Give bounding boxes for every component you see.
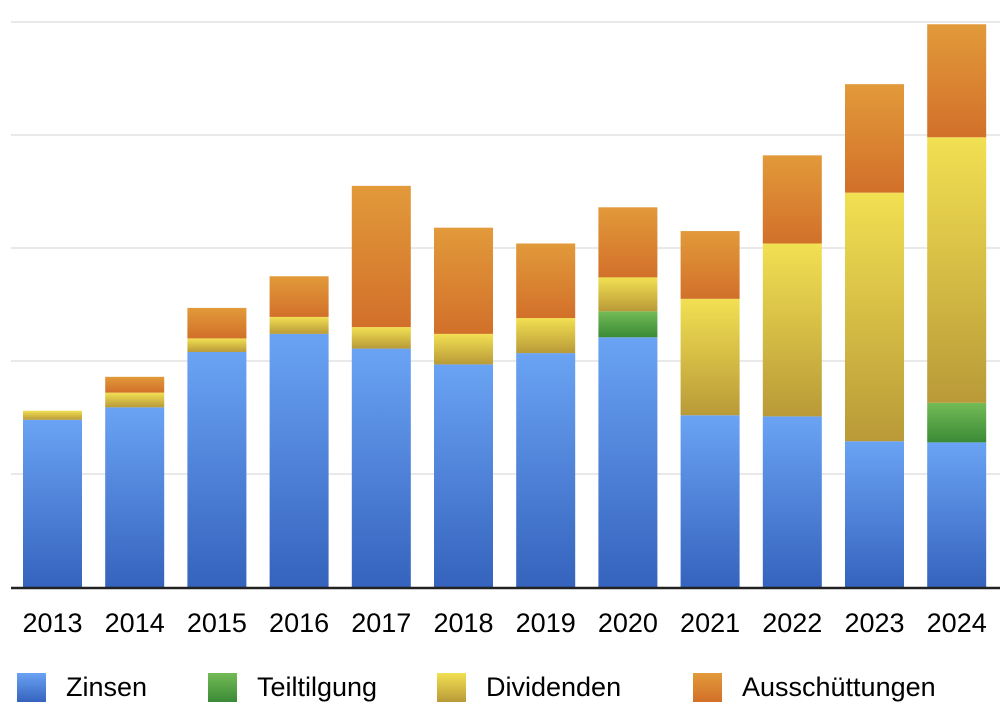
- bar-2018-dividenden: [434, 333, 493, 365]
- legend-label: Ausschüttungen: [742, 672, 936, 702]
- bar-2016-ausschüttungen: [269, 276, 329, 317]
- x-tick-label-2023: 2023: [844, 608, 904, 638]
- legend-item-zinsen: Zinsen: [17, 672, 147, 703]
- bar-2017-zinsen: [351, 348, 411, 587]
- x-tick-label-2014: 2014: [105, 608, 165, 638]
- x-tick-label-2015: 2015: [187, 608, 247, 638]
- bar-2015-ausschüttungen: [187, 307, 247, 339]
- x-tick-label-2017: 2017: [351, 608, 411, 638]
- x-tick-label-2024: 2024: [927, 608, 987, 638]
- x-tick-label-2016: 2016: [269, 608, 329, 638]
- bar-2015-zinsen: [187, 351, 247, 587]
- bar-2021-ausschüttungen: [680, 231, 740, 299]
- legend-label: Dividenden: [486, 672, 622, 702]
- bar-2021-dividenden: [680, 298, 740, 416]
- bar-2023-dividenden: [845, 192, 904, 442]
- bar-2023-zinsen: [845, 441, 904, 587]
- bar-2018-zinsen: [434, 364, 493, 587]
- bar-group-2014: [105, 376, 165, 587]
- bar-2020-teiltilgung: [598, 311, 658, 338]
- x-tick-label-2020: 2020: [598, 608, 658, 638]
- legend-label: Teiltilgung: [257, 672, 378, 702]
- bar-group-2016: [269, 276, 329, 587]
- bars: [23, 24, 987, 587]
- bar-2019-zinsen: [516, 353, 576, 587]
- x-tick-label-2019: 2019: [516, 608, 576, 638]
- bar-2014-ausschüttungen: [105, 376, 165, 393]
- bar-2013-zinsen: [23, 419, 82, 587]
- gridlines: [11, 21, 1000, 475]
- x-tick-label-2021: 2021: [680, 608, 740, 638]
- bar-2020-dividenden: [598, 277, 658, 312]
- bar-group-2017: [351, 185, 411, 587]
- bar-2014-dividenden: [105, 392, 165, 408]
- bar-2019-dividenden: [516, 318, 576, 354]
- x-tick-label-2013: 2013: [22, 608, 82, 638]
- bar-2022-dividenden: [762, 243, 822, 417]
- bar-2017-dividenden: [351, 327, 411, 349]
- bar-group-2013: [23, 410, 82, 587]
- legend-item-ausschüttungen: Ausschüttungen: [693, 672, 936, 703]
- x-tick-label-2018: 2018: [433, 608, 493, 638]
- bar-2020-ausschüttungen: [598, 207, 658, 278]
- bar-2014-zinsen: [105, 407, 165, 587]
- bar-group-2021: [680, 231, 740, 587]
- bar-2023-ausschüttungen: [845, 84, 904, 193]
- bar-group-2022: [762, 155, 822, 587]
- legend-swatch: [693, 673, 722, 702]
- bar-group-2019: [516, 243, 576, 587]
- bar-2017-ausschüttungen: [351, 185, 411, 328]
- legend: Zinsen Teiltilgung Dividenden Ausschüttunge…: [0, 672, 1000, 706]
- bar-2013-dividenden: [23, 410, 82, 420]
- legend-swatch: [208, 673, 237, 702]
- bar-group-2024: [927, 24, 987, 587]
- bar-2022-zinsen: [762, 416, 822, 587]
- bar-group-2020: [598, 207, 658, 587]
- bar-group-2023: [845, 84, 904, 587]
- bar-2019-ausschüttungen: [516, 243, 576, 319]
- bar-2020-zinsen: [598, 337, 658, 587]
- bar-2024-dividenden: [927, 137, 987, 403]
- bar-group-2018: [434, 227, 493, 587]
- x-tick-label-2022: 2022: [762, 608, 822, 638]
- legend-item-teiltilgung: Teiltilgung: [208, 672, 377, 703]
- x-tick-labels: 2013 2014 2015 2016 2017 2018 2019 2020 2021 2022…: [22, 608, 986, 638]
- stacked-bar-chart: 2013 2014 2015 2016 2017 2018 2019 2020 2021 2022…: [11, 21, 1000, 638]
- bar-2016-zinsen: [269, 333, 329, 587]
- bar-2016-dividenden: [269, 316, 329, 334]
- legend-label: Zinsen: [66, 672, 148, 702]
- bar-2022-ausschüttungen: [762, 155, 822, 244]
- bar-2024-zinsen: [927, 442, 987, 587]
- bar-2018-ausschüttungen: [434, 227, 493, 334]
- bar-2024-ausschüttungen: [927, 24, 987, 138]
- legend-swatch: [437, 673, 466, 702]
- bar-2024-teiltilgung: [927, 402, 987, 443]
- legend-item-dividenden: Dividenden: [437, 672, 621, 703]
- bar-2015-dividenden: [187, 338, 247, 352]
- bar-2021-zinsen: [680, 415, 740, 587]
- legend-swatch: [17, 673, 46, 702]
- bar-group-2015: [187, 307, 247, 587]
